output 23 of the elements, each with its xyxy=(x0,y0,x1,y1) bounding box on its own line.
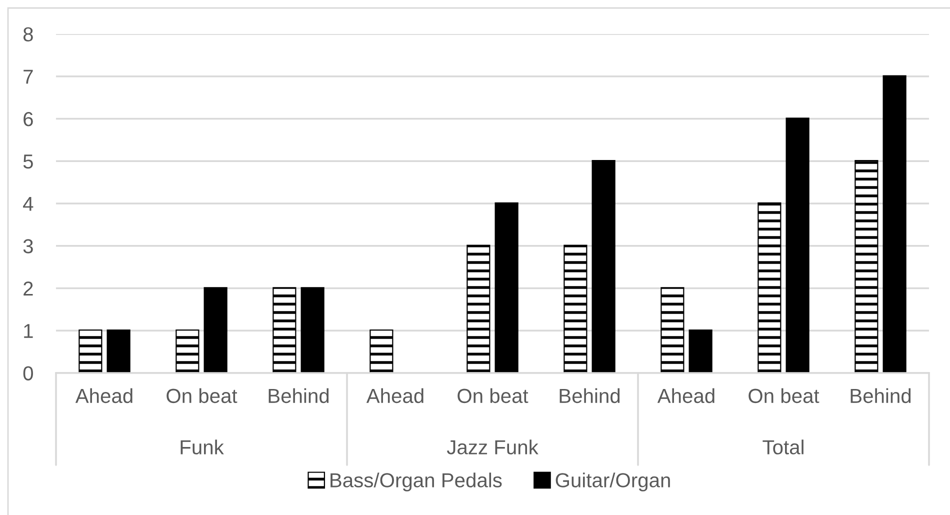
x-tick-label: Ahead xyxy=(657,388,714,404)
y-tick-label: 5 xyxy=(23,154,33,169)
text: Total xyxy=(762,440,804,454)
text: Funk xyxy=(180,440,224,454)
x-tick-label: Behind xyxy=(268,388,329,404)
x-tick-label: Ahead xyxy=(366,388,424,404)
x-tick-label: Ahead xyxy=(75,388,132,404)
legend-label: Bass/Organ Pedals xyxy=(330,472,502,492)
x-tick-label: On beat xyxy=(166,388,238,404)
y-tick-label: 2 xyxy=(24,281,33,296)
text: Jazz Funk xyxy=(446,440,538,454)
y-tick-label: 3 xyxy=(23,239,33,254)
x-tick-label: On beat xyxy=(458,388,528,404)
y-tick-label: 4 xyxy=(23,196,34,211)
x-tick-label: Behind xyxy=(560,388,620,404)
y-tick-label: 0 xyxy=(23,366,33,380)
y-tick-label: 8 xyxy=(23,27,33,42)
y-tick-label: 1 xyxy=(24,324,33,338)
x-tick-label: On beat xyxy=(748,388,820,404)
y-tick-label: 6 xyxy=(24,112,33,126)
y-tick-label: 7 xyxy=(24,70,33,84)
legend-label: Guitar/Organ xyxy=(556,472,670,492)
x-tick-label: Behind xyxy=(850,388,911,404)
